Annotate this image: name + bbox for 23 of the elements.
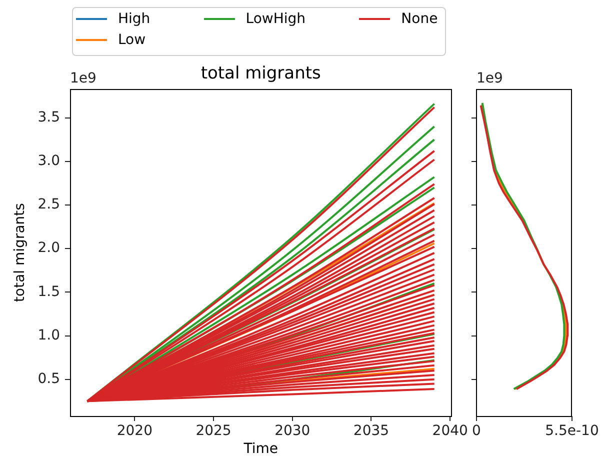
y-tick-label: 2.5 bbox=[38, 196, 60, 213]
x-tick-label: 2020 bbox=[116, 423, 152, 440]
chart-title: total migrants bbox=[200, 63, 322, 84]
y-tick-label: 1.5 bbox=[38, 284, 60, 300]
legend-label: High bbox=[118, 10, 150, 26]
x-tick-label: 5.5e-10 bbox=[545, 423, 599, 440]
x-tick-label: 2035 bbox=[353, 423, 390, 440]
y-tick-label: 2.0 bbox=[38, 240, 60, 256]
y-tick-label: 3.0 bbox=[38, 153, 60, 170]
text: 1e9 bbox=[70, 70, 96, 87]
text: 1e9 bbox=[476, 70, 503, 87]
x-tick-label: 2030 bbox=[274, 423, 310, 440]
y-tick-label: 0.5 bbox=[38, 371, 60, 388]
legend-label: Low bbox=[118, 32, 146, 48]
y-tick-label: 1.0 bbox=[38, 327, 60, 344]
legend-label: None bbox=[401, 10, 438, 26]
legend-label: LowHigh bbox=[246, 10, 306, 26]
y-tick-label: 3.5 bbox=[38, 109, 60, 126]
x-tick-label: 0 bbox=[472, 423, 481, 440]
x-axis-title: Time bbox=[242, 441, 278, 458]
y-axis-title: total migrants bbox=[12, 203, 28, 302]
x-tick-label: 2040 bbox=[432, 423, 468, 440]
x-tick-label: 2025 bbox=[196, 423, 232, 440]
